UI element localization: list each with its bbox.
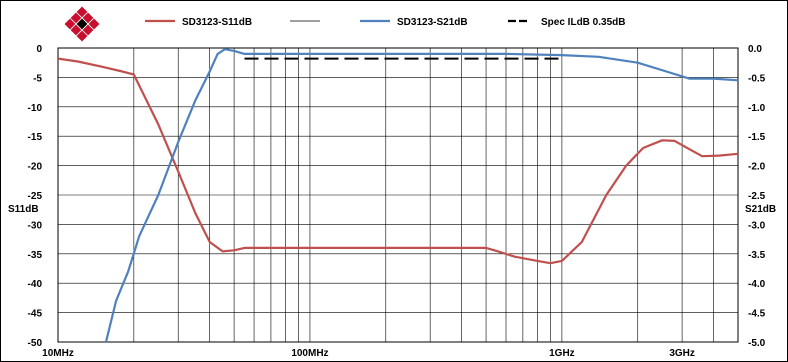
logo-diamond <box>75 29 89 43</box>
x-axis-ticks: 10MHz 100MHz 1GHz 3GHz <box>42 348 695 359</box>
right-tick-label: -2.5 <box>748 191 766 202</box>
left-tick-label: -15 <box>28 132 43 143</box>
left-tick-label: -20 <box>28 162 43 173</box>
left-tick-label: -25 <box>28 191 43 202</box>
legend-label: SD3123-S11dB <box>182 17 252 28</box>
series-line-1 <box>104 48 739 343</box>
right-tick-label: -3.5 <box>748 250 766 261</box>
left-tick-label: -35 <box>28 250 43 261</box>
left-tick-label: -50 <box>28 338 43 349</box>
logo-icon <box>63 5 101 43</box>
left-tick-label: -30 <box>28 220 43 231</box>
left-tick-label: -10 <box>28 103 43 114</box>
right-tick-label: 0.0 <box>748 44 762 55</box>
x-tick-label: 1GHz <box>549 348 575 359</box>
right-tick-label: -3.0 <box>748 220 766 231</box>
right-tick-label: -5.0 <box>748 338 766 349</box>
plot-area <box>57 47 739 343</box>
right-tick-label: -1.5 <box>748 132 766 143</box>
left-tick-label: -40 <box>28 279 43 290</box>
grid <box>57 47 739 343</box>
right-tick-label: -4.5 <box>748 309 766 320</box>
series-group <box>57 48 739 343</box>
legend: SD3123-S11dB SD3123-S21dB Spec ILdB 0.35dB <box>145 17 625 28</box>
left-axis-label: S11dB <box>8 204 39 215</box>
series-line-0 <box>57 57 739 265</box>
right-tick-label: -1.0 <box>748 103 766 114</box>
legend-label: SD3123-S21dB <box>397 17 468 28</box>
right-tick-label: -4.0 <box>748 279 766 290</box>
right-tick-label: -2.0 <box>748 162 766 173</box>
left-tick-label: 0 <box>36 44 42 55</box>
right-tick-label: -0.5 <box>748 73 766 84</box>
right-axis-ticks: 0.0 -0.5 -1.0 -1.5 -2.0 -2.5 -3.0 -3.5 -4.0 -4.5 -… <box>748 44 766 349</box>
x-tick-label: 3GHz <box>669 348 695 359</box>
left-axis-ticks: 0 -5 -10 -15 -20 -25 -30 -35 -40 -45 -50 <box>28 44 43 349</box>
left-tick-label: -45 <box>28 309 43 320</box>
x-tick-label: 10MHz <box>42 348 74 359</box>
right-axis-label: S21dB <box>745 204 776 215</box>
left-tick-label: -5 <box>33 73 42 84</box>
legend-label: Spec ILdB 0.35dB <box>541 17 625 28</box>
x-tick-label: 100MHz <box>291 348 328 359</box>
